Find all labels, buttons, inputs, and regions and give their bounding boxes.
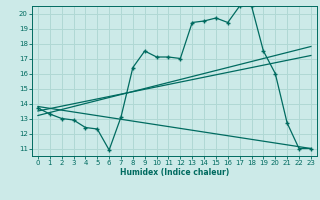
X-axis label: Humidex (Indice chaleur): Humidex (Indice chaleur): [120, 168, 229, 177]
